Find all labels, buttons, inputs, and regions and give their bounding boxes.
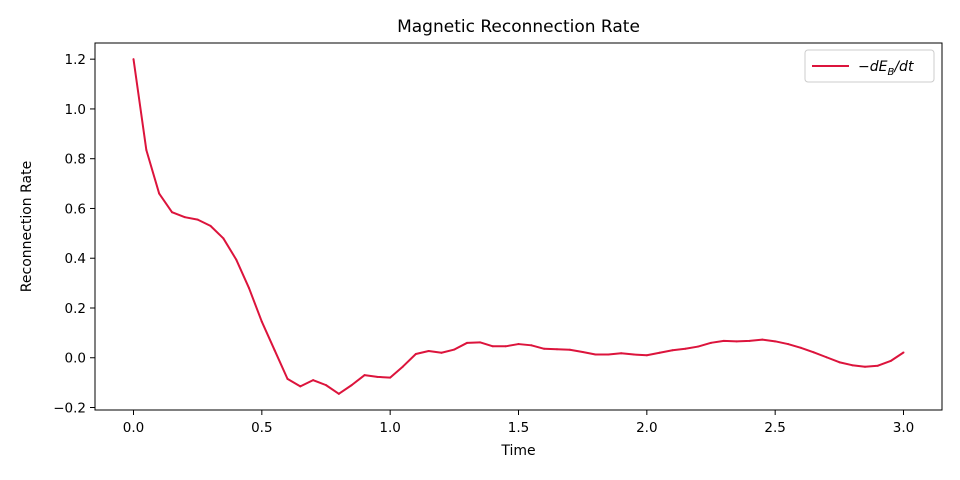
data-point — [787, 343, 789, 346]
legend-label-minus: − — [858, 59, 870, 75]
data-point — [594, 353, 597, 356]
data-point — [299, 385, 302, 388]
data-point — [568, 348, 571, 351]
data-point — [248, 287, 250, 290]
x-tick-label: 1.5 — [508, 420, 529, 436]
data-point — [710, 341, 712, 344]
y-tick-label: 0.8 — [65, 152, 86, 168]
data-point — [581, 351, 584, 354]
data-point — [838, 361, 841, 364]
data-point — [350, 384, 353, 387]
plot-frame — [94, 42, 943, 411]
data-point — [620, 352, 623, 355]
data-point — [556, 348, 558, 351]
y-tick-label: 0.2 — [65, 301, 86, 317]
data-point — [633, 353, 635, 356]
data-point — [337, 392, 340, 395]
data-point — [645, 354, 648, 357]
x-tick-label: 0.0 — [123, 420, 144, 436]
x-axis-label: Time — [500, 443, 535, 459]
data-point — [876, 364, 879, 367]
data-point — [427, 350, 430, 353]
data-point — [684, 347, 687, 350]
data-point — [363, 374, 366, 377]
plot-area — [94, 42, 943, 411]
legend-label: −dEB/dt — [858, 59, 914, 78]
data-point — [543, 347, 546, 350]
y-tick-label: 0.6 — [65, 201, 86, 217]
data-point — [466, 341, 469, 344]
data-point — [530, 344, 533, 347]
data-point — [376, 375, 379, 378]
data-point — [196, 218, 199, 221]
y-tick-label: 0.4 — [65, 251, 86, 267]
data-point — [389, 376, 392, 379]
data-point — [260, 320, 263, 323]
data-point — [671, 349, 674, 352]
chart-title: Magnetic Reconnection Rate — [397, 17, 640, 37]
data-point — [222, 237, 225, 240]
data-point — [183, 216, 186, 219]
data-point — [158, 192, 161, 195]
data-point — [132, 58, 135, 61]
data-point — [774, 340, 777, 343]
data-point — [889, 359, 892, 362]
data-point — [607, 353, 610, 356]
x-axis: 0.0 0.5 1.0 1.5 2.0 2.5 3.0 — [123, 410, 914, 436]
data-point — [491, 345, 494, 348]
data-point — [761, 338, 764, 341]
x-tick-label: 2.0 — [636, 420, 657, 436]
data-point — [812, 351, 815, 354]
series-layer — [132, 58, 905, 395]
data-point — [402, 365, 404, 368]
data-point — [902, 351, 905, 354]
data-point — [697, 345, 700, 348]
data-point — [479, 341, 481, 344]
y-axis-label: Reconnection Rate — [19, 161, 35, 292]
data-point — [286, 377, 289, 380]
data-point — [748, 339, 751, 342]
data-point — [517, 343, 520, 346]
data-point — [171, 211, 173, 214]
legend-label-sub: B — [887, 67, 894, 78]
data-point — [504, 345, 507, 348]
data-point — [414, 353, 417, 356]
legend: −dEB/dt — [804, 49, 935, 83]
y-axis: −0.2 0.0 0.2 0.4 0.6 0.8 1.0 1.2 — [53, 52, 95, 417]
data-point — [209, 224, 212, 227]
data-point — [735, 340, 738, 343]
data-point — [658, 351, 661, 354]
data-point — [325, 384, 327, 387]
y-tick-label: 0.0 — [65, 351, 86, 367]
data-point — [440, 351, 443, 354]
legend-label-main: dE — [870, 59, 888, 75]
data-point — [799, 346, 802, 349]
data-point — [273, 349, 276, 352]
legend-label-tail: /dt — [892, 59, 914, 75]
x-tick-label: 3.0 — [893, 420, 914, 436]
y-tick-label: −0.2 — [53, 401, 86, 417]
y-tick-label: 1.2 — [65, 52, 86, 68]
legend-box — [804, 49, 935, 83]
x-tick-label: 2.5 — [764, 420, 785, 436]
data-point — [851, 364, 854, 367]
x-tick-label: 0.5 — [251, 420, 272, 436]
data-point — [722, 339, 725, 342]
data-point — [235, 258, 238, 261]
data-point — [453, 348, 456, 351]
x-tick-label: 1.0 — [379, 420, 400, 436]
data-point — [145, 148, 148, 151]
data-point — [312, 379, 315, 382]
data-point — [864, 365, 866, 368]
data-point — [825, 356, 828, 359]
y-tick-label: 1.0 — [65, 102, 86, 118]
